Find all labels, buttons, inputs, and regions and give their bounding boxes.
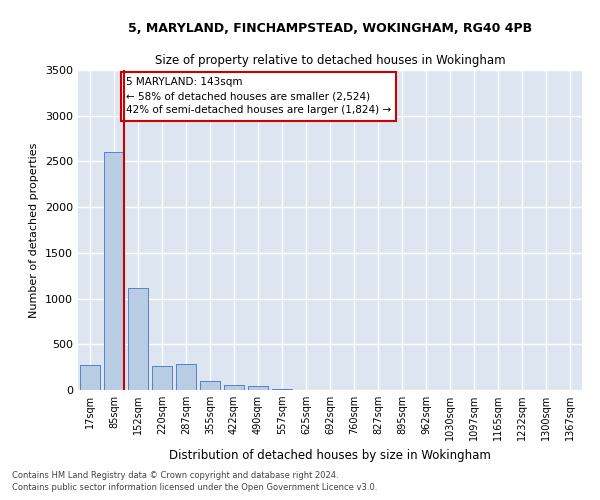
Text: Contains HM Land Registry data © Crown copyright and database right 2024.: Contains HM Land Registry data © Crown c… (12, 471, 338, 480)
Title: Size of property relative to detached houses in Wokingham: Size of property relative to detached ho… (155, 54, 505, 68)
Bar (248, 386, 268, 390)
Bar (80, 366, 100, 390)
Bar (176, 364, 196, 390)
Y-axis label: Number of detached properties: Number of detached properties (29, 142, 40, 318)
X-axis label: Distribution of detached houses by size in Wokingham: Distribution of detached houses by size … (169, 448, 491, 462)
Bar (152, 366, 172, 390)
Bar (128, 288, 148, 390)
Bar (224, 384, 244, 390)
Bar (200, 381, 220, 390)
Text: 5 MARYLAND: 143sqm
← 58% of detached houses are smaller (2,524)
42% of semi-deta: 5 MARYLAND: 143sqm ← 58% of detached hou… (126, 78, 391, 116)
Bar (104, 152, 124, 390)
Text: 5, MARYLAND, FINCHAMPSTEAD, WOKINGHAM, RG40 4PB: 5, MARYLAND, FINCHAMPSTEAD, WOKINGHAM, R… (128, 22, 532, 36)
Text: Contains public sector information licensed under the Open Government Licence v3: Contains public sector information licen… (12, 484, 377, 492)
